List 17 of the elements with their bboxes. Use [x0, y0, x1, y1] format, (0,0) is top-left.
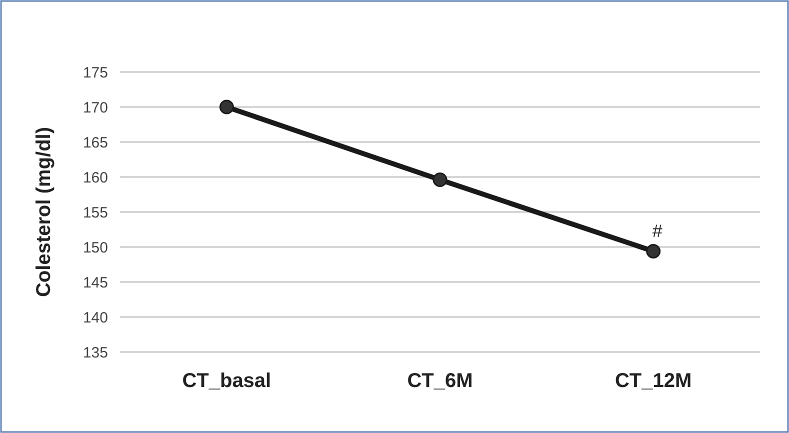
y-tick-label: 150 — [82, 239, 108, 256]
y-tick-label: 145 — [82, 274, 108, 292]
y-tick-label: 160 — [82, 169, 108, 186]
y-tick-label: 140 — [82, 309, 108, 326]
y-tick-label: 175 — [82, 64, 108, 82]
y-tick-label: 135 — [82, 344, 108, 362]
y-tick-label: 170 — [82, 99, 108, 116]
y-tick-label: 155 — [82, 204, 108, 222]
point — [432, 172, 448, 188]
annotation: # — [652, 221, 662, 242]
y-tick-label: 165 — [82, 134, 108, 152]
x-tick-label: CT_12M — [614, 370, 692, 392]
y-axis-title: Colesterol (mg/dl) — [33, 126, 55, 298]
x-tick-label: CT_basal — [182, 370, 272, 392]
point — [219, 100, 234, 114]
point — [646, 244, 661, 258]
x-tick-label: CT_6M — [407, 370, 473, 392]
